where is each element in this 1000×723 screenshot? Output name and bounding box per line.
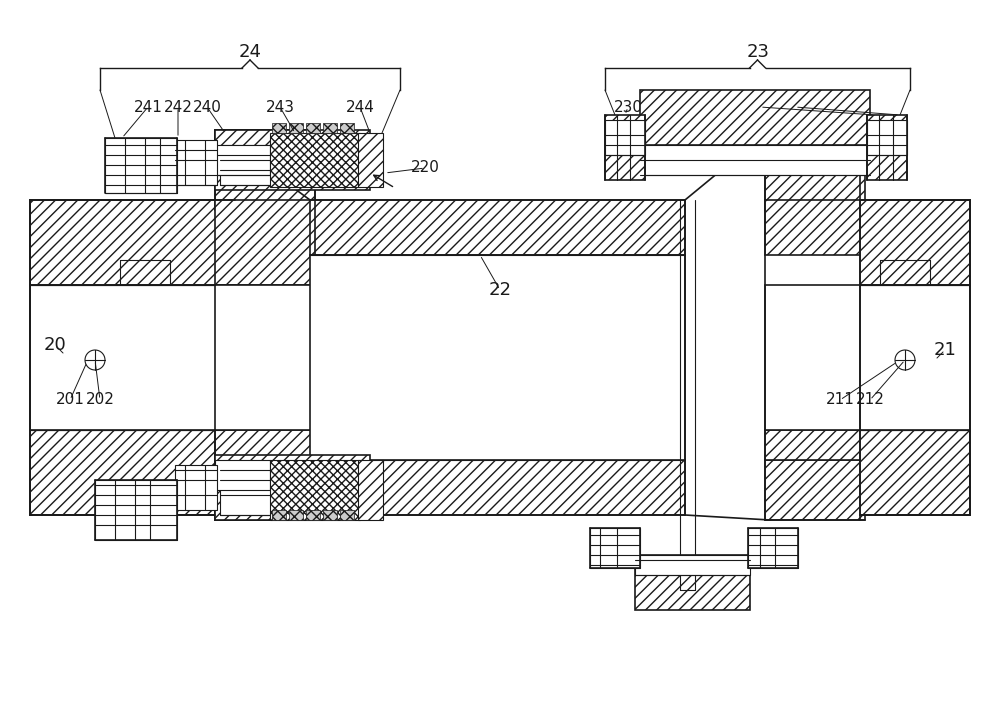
Text: 243: 243	[266, 100, 294, 114]
Bar	[358, 460, 383, 520]
Bar	[340, 123, 354, 133]
Text: 231: 231	[780, 100, 810, 114]
Bar	[270, 133, 360, 187]
Bar	[95, 480, 177, 540]
Bar	[289, 510, 303, 520]
Bar	[860, 285, 970, 430]
Bar	[635, 555, 750, 575]
Bar	[215, 145, 270, 175]
Text: 21: 21	[934, 341, 956, 359]
Bar	[215, 460, 315, 520]
Bar	[867, 115, 907, 180]
Text: 22: 22	[488, 281, 512, 299]
Bar	[748, 528, 798, 568]
Bar	[640, 145, 870, 175]
Bar	[289, 123, 303, 133]
Text: 220: 220	[411, 161, 439, 176]
Text: 23: 23	[746, 43, 770, 61]
Bar	[220, 475, 368, 515]
Bar	[867, 120, 907, 155]
Text: 232: 232	[746, 100, 774, 114]
Bar	[272, 123, 286, 133]
Text: 201: 201	[56, 393, 84, 408]
Bar	[215, 285, 315, 430]
Bar	[310, 255, 685, 460]
Bar	[605, 115, 645, 180]
Bar	[358, 133, 383, 187]
Bar	[765, 460, 865, 520]
Bar	[306, 123, 320, 133]
Bar	[215, 430, 315, 460]
Text: 20: 20	[44, 336, 66, 354]
Bar	[310, 200, 685, 255]
Text: 202: 202	[86, 393, 114, 408]
Text: 241: 241	[134, 100, 162, 114]
Text: 230: 230	[614, 100, 642, 114]
Bar	[215, 130, 370, 190]
Circle shape	[895, 350, 915, 370]
Bar	[215, 460, 270, 490]
Bar	[30, 430, 235, 515]
Bar	[605, 120, 645, 155]
Bar	[323, 510, 337, 520]
Bar	[215, 455, 370, 520]
Text: 212: 212	[856, 393, 884, 408]
Bar	[215, 200, 315, 285]
Bar	[306, 510, 320, 520]
Bar	[105, 138, 177, 193]
Bar	[220, 145, 368, 185]
Bar	[175, 465, 217, 510]
Bar	[860, 200, 970, 285]
Text: 242: 242	[164, 100, 192, 114]
Bar	[215, 130, 315, 210]
Bar	[30, 200, 235, 285]
Bar	[272, 510, 286, 520]
Text: 244: 244	[346, 100, 374, 114]
Bar	[590, 528, 640, 568]
Text: 24: 24	[239, 43, 262, 61]
Bar	[270, 460, 360, 520]
Bar	[635, 555, 750, 610]
Bar	[323, 123, 337, 133]
Text: 211: 211	[826, 393, 854, 408]
Bar	[765, 430, 865, 460]
Bar	[765, 130, 865, 210]
Bar	[310, 460, 685, 515]
Bar	[640, 90, 870, 145]
Bar	[765, 285, 865, 430]
Bar	[860, 430, 970, 515]
Text: 240: 240	[193, 100, 221, 114]
Bar	[30, 285, 235, 430]
Circle shape	[85, 350, 105, 370]
Bar	[175, 140, 217, 185]
Bar	[765, 200, 865, 255]
Bar	[340, 510, 354, 520]
